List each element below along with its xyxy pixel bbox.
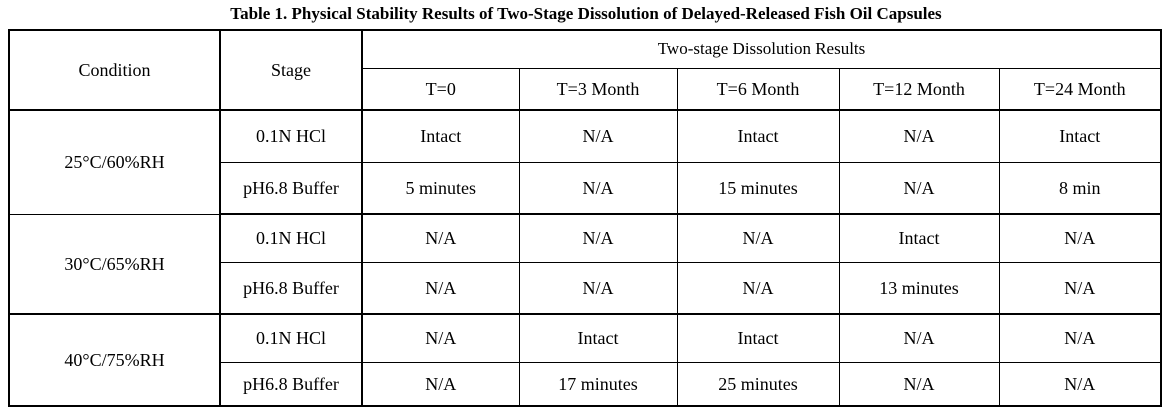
timepoint-header: T=12 Month [838, 67, 1000, 111]
result-cell: N/A [998, 261, 1162, 315]
result-cell: N/A [518, 161, 678, 215]
result-cell: Intact [676, 109, 840, 163]
result-cell: 5 minutes [361, 161, 520, 215]
stage-header: Stage [219, 29, 363, 111]
result-cell: N/A [361, 213, 520, 263]
result-cell: N/A [838, 161, 1000, 215]
header-row-2: T=0 T=3 Month T=6 Month T=12 Month T=24 … [9, 67, 1162, 111]
stage-cell: pH6.8 Buffer [219, 361, 363, 407]
result-cell: N/A [998, 313, 1162, 363]
result-cell: N/A [518, 261, 678, 315]
result-cell: N/A [838, 313, 1000, 363]
result-cell: N/A [518, 213, 678, 263]
result-cell: Intact [998, 109, 1162, 163]
stage-cell: pH6.8 Buffer [219, 261, 363, 315]
condition-cell: 30°C/65%RH [8, 213, 221, 315]
result-cell: N/A [998, 213, 1162, 263]
result-cell: N/A [838, 109, 1000, 163]
results-table: Condition Stage Two-stage Dissolution Re… [8, 29, 1162, 407]
result-cell: N/A [518, 109, 678, 163]
timepoint-header: T=24 Month [998, 67, 1162, 111]
condition-cell: 25°C/60%RH [8, 109, 221, 215]
result-cell: N/A [676, 261, 840, 315]
stage-cell: 0.1N HCl [219, 313, 363, 363]
result-cell: 15 minutes [676, 161, 840, 215]
table-row: 30°C/65%RH 0.1N HCl N/A N/A N/A Intact N… [8, 213, 1162, 315]
result-cell: 25 minutes [676, 361, 840, 407]
result-cell: 13 minutes [838, 261, 1000, 315]
result-cell: Intact [518, 313, 678, 363]
result-cell: N/A [361, 261, 520, 315]
result-cell: N/A [676, 213, 840, 263]
timepoint-header: T=0 [361, 67, 520, 111]
table-caption: Table 1. Physical Stability Results of T… [230, 4, 942, 23]
condition-header: Condition [8, 29, 221, 111]
stage-cell: 0.1N HCl [219, 213, 363, 263]
result-cell: Intact [361, 109, 520, 163]
timepoint-header: T=3 Month [518, 67, 678, 111]
condition-cell: 40°C/75%RH [8, 313, 221, 407]
stage-cell: pH6.8 Buffer [219, 161, 363, 215]
table-row: pH6.8 Buffer N/A N/A N/A 13 minutes N/A [9, 261, 1162, 315]
table-row: pH6.8 Buffer N/A 17 minutes 25 minutes N… [9, 361, 1162, 407]
table-row: 25°C/60%RH 0.1N HCl Intact N/A Intact N/… [8, 109, 1162, 215]
result-cell: N/A [838, 361, 1000, 407]
result-cell: N/A [998, 361, 1162, 407]
table-row: pH6.8 Buffer 5 minutes N/A 15 minutes N/… [9, 161, 1162, 215]
result-cell: 17 minutes [518, 361, 678, 407]
result-cell: Intact [676, 313, 840, 363]
result-cell: Intact [838, 213, 1000, 263]
two-stage-results-header: Two-stage Dissolution Results [361, 29, 1162, 69]
table-row: 40°C/75%RH 0.1N HCl N/A Intact Intact N/… [8, 313, 1162, 407]
header-row-1: Condition Stage Two-stage Dissolution Re… [8, 29, 1162, 111]
timepoint-header: T=6 Month [676, 67, 840, 111]
result-cell: N/A [361, 313, 520, 363]
result-cell: N/A [361, 361, 520, 407]
stage-cell: 0.1N HCl [219, 109, 363, 163]
result-cell: 8 min [998, 161, 1162, 215]
